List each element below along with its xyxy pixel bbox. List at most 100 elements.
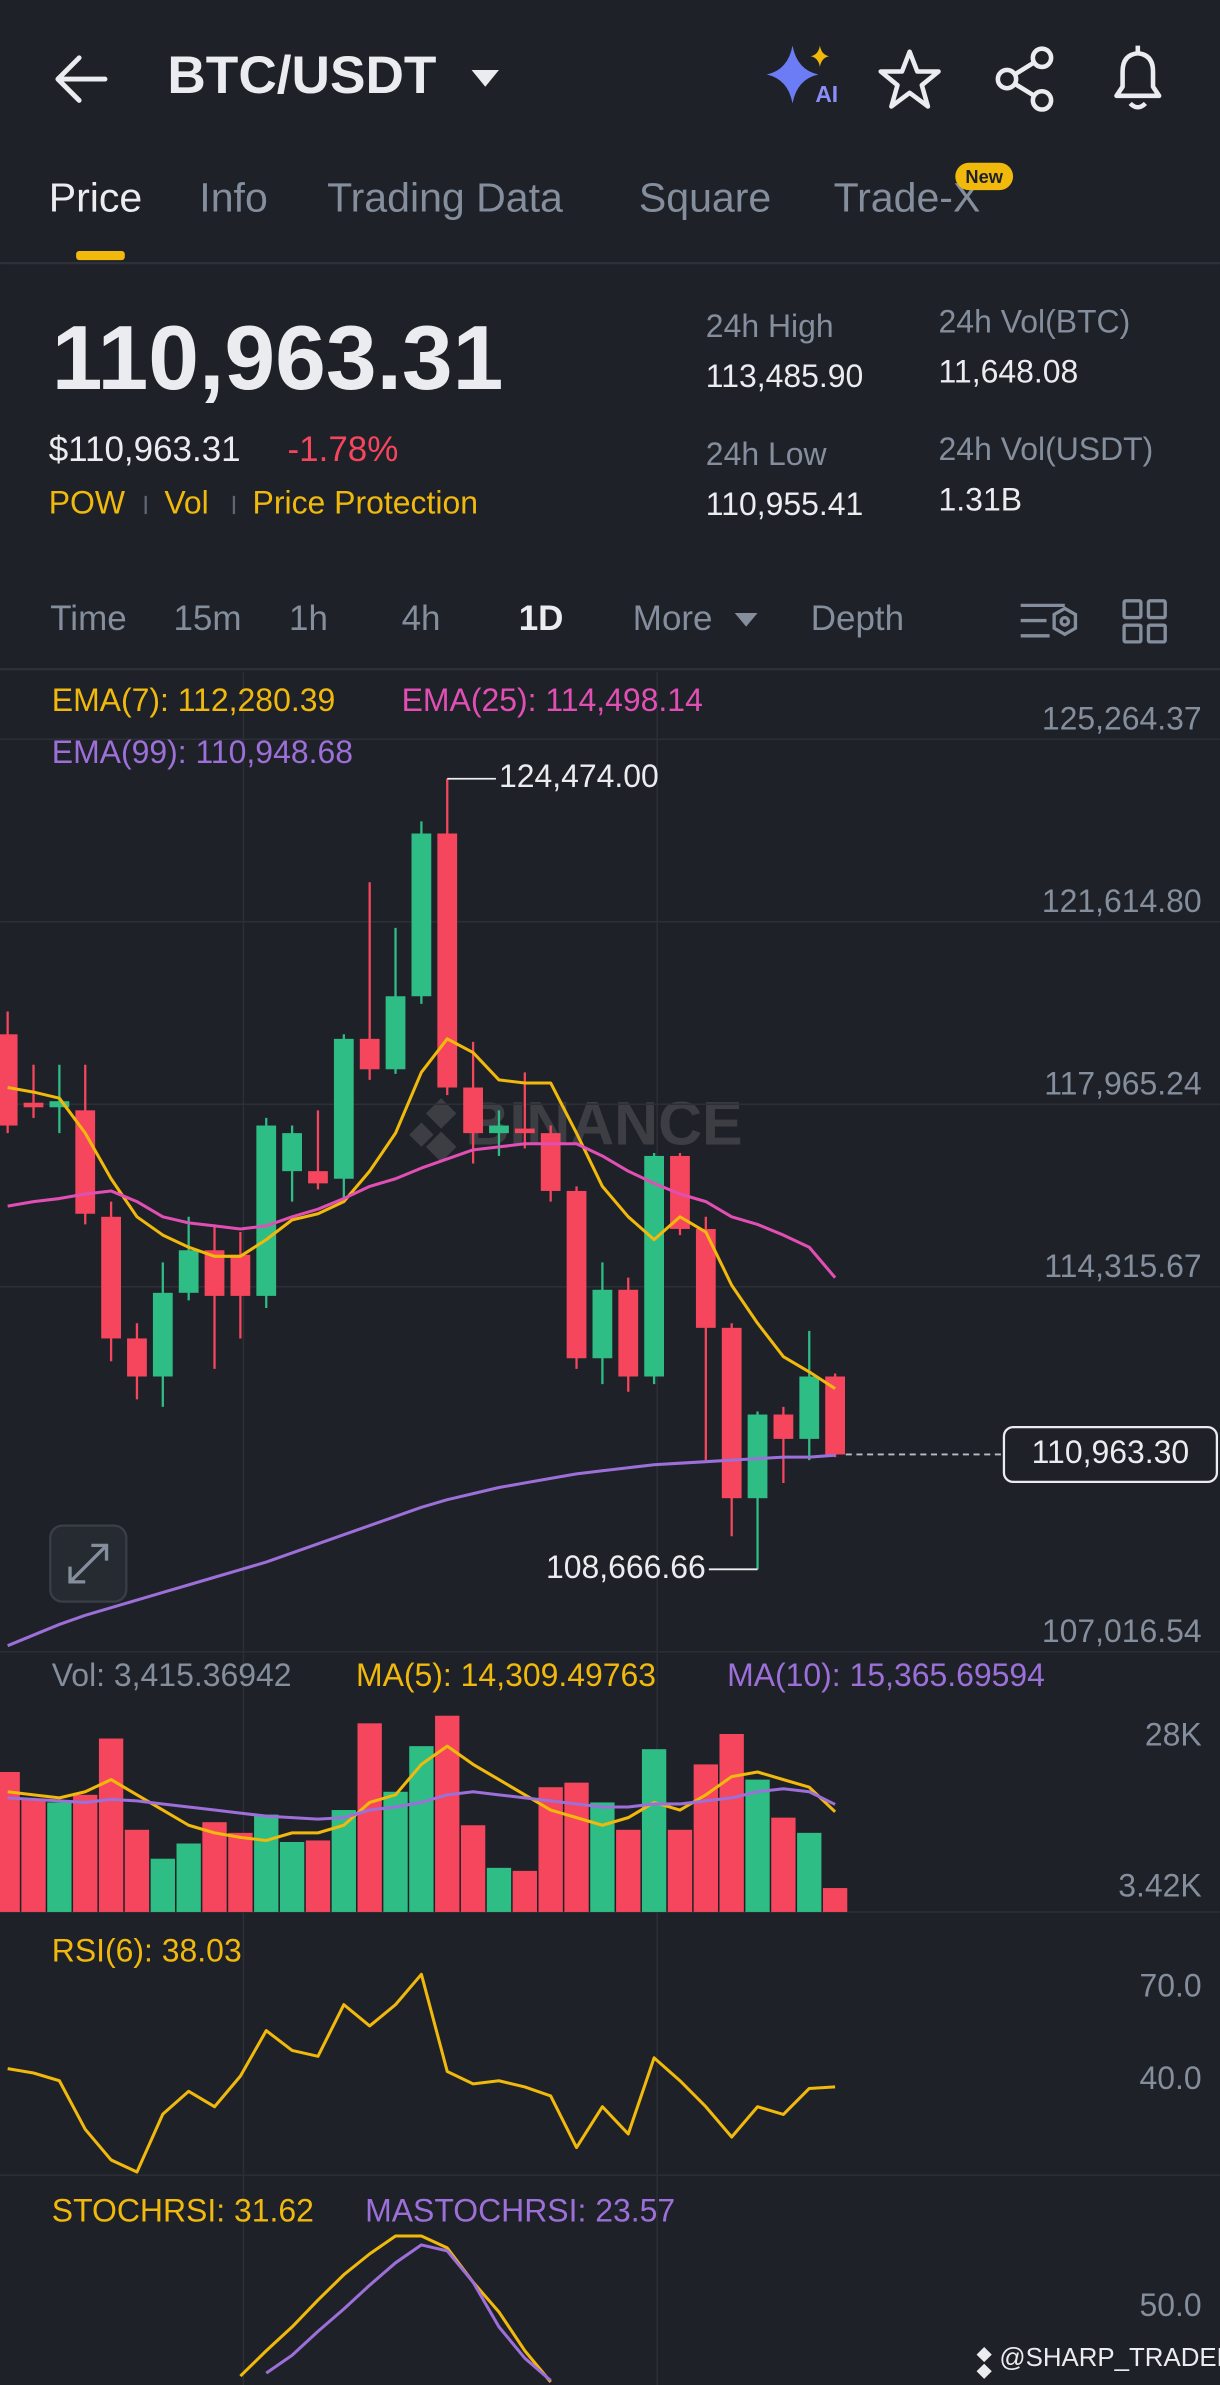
expand-button[interactable]: [49, 1524, 128, 1603]
volume-bar: [667, 1829, 693, 1912]
active-tab-indicator: [76, 250, 125, 261]
candle-body: [256, 1125, 277, 1296]
credit-logo: [976, 2346, 992, 2379]
candle-body: [825, 1376, 846, 1455]
new-badge-bg: [955, 162, 1014, 191]
stat-value: 1.31B: [939, 481, 1022, 517]
indicator-settings[interactable]: [1020, 603, 1078, 638]
usd-price: $110,963.31: [49, 430, 241, 469]
stat-label: 24h High: [706, 308, 834, 344]
tab[interactable]: Square: [639, 175, 771, 221]
y-tick-label: 117,965.24: [1044, 1065, 1201, 1101]
volume-bar: [590, 1802, 615, 1912]
candle-body: [359, 1038, 380, 1070]
more-dropdown[interactable]: [734, 612, 758, 627]
volume-bar: [305, 1840, 331, 1912]
pair-title[interactable]: BTC/USDT: [167, 46, 436, 105]
watermark-text: BINANCE: [466, 1090, 743, 1158]
candle-body: [540, 1133, 561, 1191]
volume-bar: [73, 1794, 98, 1912]
candle-body: [204, 1250, 225, 1296]
stat-label: 24h Vol(USDT): [939, 431, 1154, 467]
candle-body: [385, 996, 406, 1070]
volume-bar: [98, 1738, 124, 1912]
extreme-label: 124,474.00: [499, 758, 659, 794]
candle-body: [592, 1289, 613, 1359]
candle-body: [618, 1289, 639, 1377]
interval[interactable]: 4h: [402, 599, 441, 638]
volume-bar: [460, 1825, 486, 1912]
stat-label: 24h Low: [706, 436, 828, 472]
price-change: -1.78%: [288, 430, 399, 469]
volume-bar: [176, 1843, 201, 1912]
candle-body: [721, 1327, 742, 1499]
volume-bar: [150, 1858, 175, 1912]
share-button[interactable]: [995, 46, 1054, 112]
interval[interactable]: 15m: [173, 599, 241, 638]
tag[interactable]: POW: [49, 484, 126, 520]
favorite-button[interactable]: [878, 49, 941, 109]
interval-active[interactable]: 1D: [519, 599, 564, 638]
volume-bar: [538, 1787, 563, 1912]
legend-entry: Vol: 3,415.36942: [52, 1657, 292, 1693]
pair-dropdown[interactable]: [471, 69, 499, 87]
y-tick-label: 40.0: [1140, 2060, 1202, 2096]
indicator-line: [7, 1037, 836, 1390]
ai-button[interactable]: AI: [766, 45, 838, 107]
tag[interactable]: Price Protection: [253, 484, 478, 520]
tab[interactable]: Trade-X: [834, 175, 981, 221]
volume-bar: [616, 1829, 641, 1912]
indicator-line: [265, 2243, 552, 2382]
candle-body: [23, 1102, 44, 1108]
volume-bar: [435, 1715, 460, 1912]
indicator-line: [7, 1744, 837, 1842]
candle-body: [463, 1087, 483, 1134]
watermark: BINANCE: [409, 1090, 743, 1163]
volume-bar: [0, 1772, 20, 1912]
legend-entry: MA(5): 14,309.49763: [356, 1657, 656, 1693]
volume-bar: [383, 1791, 408, 1912]
y-tick-label: 3.42K: [1118, 1867, 1201, 1903]
legend-entry: MA(10): 15,365.69594: [727, 1657, 1045, 1693]
interval[interactable]: Depth: [811, 599, 904, 638]
volume-bar: [486, 1867, 512, 1912]
candle-body: [333, 1038, 354, 1179]
back-button[interactable]: [55, 55, 108, 103]
y-tick-label: 70.0: [1140, 1967, 1202, 2003]
interval[interactable]: More: [633, 599, 713, 638]
legend-entry: EMA(7): 112,280.39: [52, 682, 335, 718]
candle-body: [127, 1338, 147, 1377]
tag[interactable]: Vol: [164, 484, 208, 520]
candle-body: [282, 1133, 302, 1172]
candle-body: [437, 833, 458, 1088]
legend-entry: STOCHRSI: 31.62: [52, 2193, 314, 2229]
last-price: 110,963.31: [52, 307, 504, 409]
layout-button[interactable]: [1122, 599, 1167, 644]
y-tick-label: 107,016.54: [1042, 1613, 1202, 1649]
candle-body: [799, 1376, 820, 1439]
volume-bar: [202, 1822, 227, 1912]
y-tick-label: 28K: [1145, 1716, 1202, 1752]
volume-bar: [124, 1829, 150, 1912]
candle-body: [514, 1128, 535, 1134]
volume-bar: [745, 1779, 770, 1912]
ai-label: AI: [815, 81, 838, 107]
legend-entry: EMA(25): 114,498.14: [402, 682, 703, 718]
volume-bar: [357, 1723, 382, 1912]
y-tick-label: 50.0: [1140, 2287, 1202, 2323]
indicator-line: [7, 1142, 837, 1279]
tab[interactable]: Info: [199, 175, 267, 221]
tab[interactable]: Trading Data: [327, 175, 563, 221]
volume-bar: [641, 1749, 667, 1912]
interval[interactable]: 1h: [289, 599, 328, 638]
tab[interactable]: Price: [49, 175, 143, 221]
volume-bar: [693, 1764, 718, 1912]
indicator-line: [7, 1787, 836, 1821]
candle-body: [773, 1414, 794, 1439]
alert-button[interactable]: [1114, 45, 1162, 110]
interval[interactable]: Time: [50, 599, 126, 638]
candle-body: [152, 1292, 173, 1377]
stat-value: 113,485.90: [706, 358, 863, 394]
